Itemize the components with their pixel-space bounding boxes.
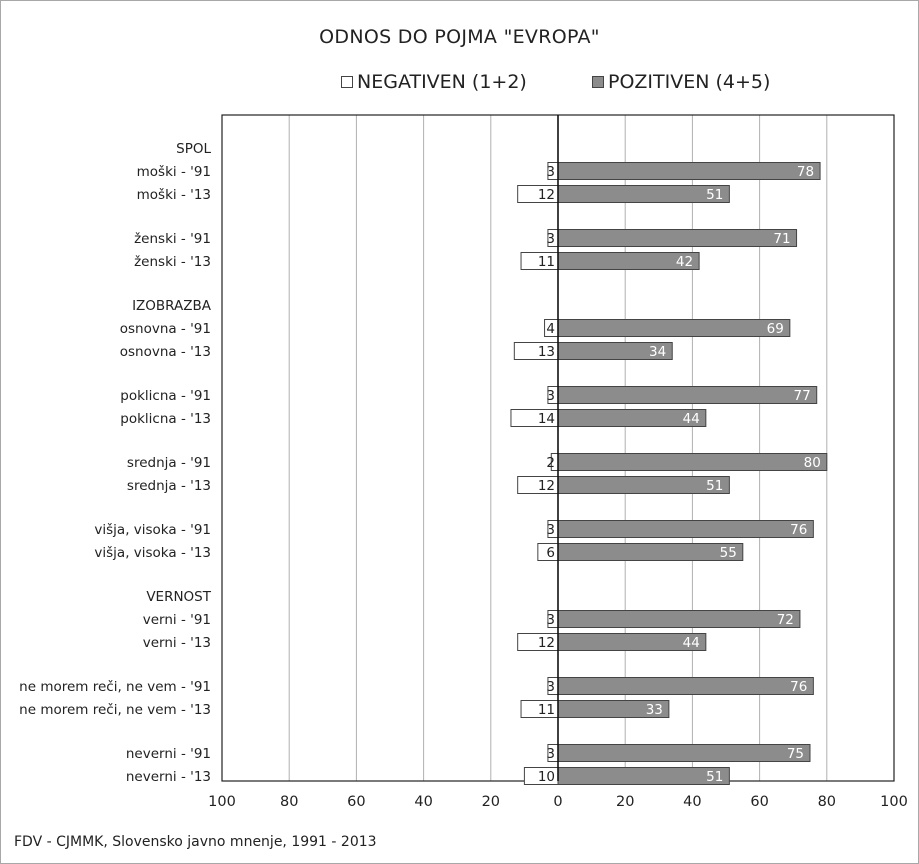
value-label-negative: 13 [538, 344, 555, 360]
x-tick-label: 100 [208, 794, 236, 810]
legend-swatch-positive [592, 76, 604, 88]
value-label-positive: 51 [706, 769, 723, 785]
value-label-negative: 12 [538, 635, 555, 651]
legend: NEGATIVEN (1+2) POZITIVEN (4+5) [0, 71, 919, 97]
bar-positive [557, 677, 814, 695]
value-label-positive: 77 [794, 388, 811, 404]
bar-positive [557, 319, 791, 337]
legend-swatch-negative [341, 76, 353, 88]
value-label-negative: 14 [538, 411, 555, 427]
category-label: neverni - '91 [126, 746, 211, 762]
legend-label-positive: POZITIVEN (4+5) [608, 71, 771, 93]
bar-positive [557, 453, 828, 471]
value-label-positive: 76 [790, 522, 807, 538]
category-label: verni - '91 [143, 612, 211, 628]
category-label: višja, visoka - '91 [94, 522, 211, 538]
value-label-positive: 44 [683, 411, 700, 427]
x-tick-label: 60 [347, 794, 365, 810]
value-label-negative: 3 [546, 164, 555, 180]
category-label: srednja - '91 [127, 455, 211, 471]
bar-positive [557, 185, 730, 203]
value-label-negative: 12 [538, 478, 555, 494]
bar-positive [557, 520, 814, 538]
value-label-positive: 71 [773, 231, 790, 247]
category-label: verni - '13 [143, 635, 211, 651]
x-tick-label: 40 [683, 794, 701, 810]
group-header: IZOBRAZBA [132, 298, 212, 314]
category-label: moški - '91 [137, 164, 211, 180]
x-tick-label: 80 [818, 794, 836, 810]
value-label-positive: 78 [797, 164, 814, 180]
category-label: višja, visoka - '13 [94, 545, 211, 561]
value-label-negative: 3 [546, 679, 555, 695]
legend-positive: POZITIVEN (4+5) [592, 71, 770, 93]
category-label: ne morem reči, ne vem - '91 [19, 679, 211, 695]
category-label: moški - '13 [137, 187, 211, 203]
value-label-negative: 10 [538, 769, 555, 785]
x-tick-label: 80 [280, 794, 298, 810]
x-tick-label: 40 [414, 794, 432, 810]
value-label-negative: 3 [546, 388, 555, 404]
value-label-positive: 80 [804, 455, 821, 471]
group-header: VERNOST [146, 589, 211, 605]
value-label-positive: 69 [767, 321, 784, 337]
category-label: poklicna - '91 [120, 388, 211, 404]
category-label: poklicna - '13 [120, 411, 211, 427]
value-label-negative: 11 [538, 254, 555, 270]
legend-label-negative: NEGATIVEN (1+2) [357, 71, 527, 93]
category-label: osnovna - '13 [120, 344, 211, 360]
value-label-positive: 51 [706, 478, 723, 494]
bar-positive [557, 386, 818, 404]
category-label: ženski - '13 [134, 254, 211, 270]
bar-positive [557, 767, 730, 785]
value-label-positive: 51 [706, 187, 723, 203]
value-label-negative: 12 [538, 187, 555, 203]
value-label-negative: 6 [546, 545, 555, 561]
source-note: FDV - CJMMK, Slovensko javno mnenje, 199… [14, 834, 377, 850]
value-label-positive: 75 [787, 746, 804, 762]
value-label-positive: 34 [649, 344, 666, 360]
value-label-positive: 33 [646, 702, 663, 718]
value-label-positive: 55 [720, 545, 737, 561]
bar-positive [557, 476, 730, 494]
value-label-positive: 44 [683, 635, 700, 651]
category-label: osnovna - '91 [120, 321, 211, 337]
bar-positive [557, 162, 821, 180]
chart-title: ODNOS DO POJMA "EVROPA" [319, 26, 600, 48]
category-label: ne morem reči, ne vem - '13 [19, 702, 211, 718]
x-tick-label: 20 [482, 794, 500, 810]
category-label: srednja - '13 [127, 478, 211, 494]
value-label-negative: 3 [546, 612, 555, 628]
value-label-positive: 76 [790, 679, 807, 695]
x-tick-label: 100 [880, 794, 908, 810]
value-label-negative: 3 [546, 746, 555, 762]
bar-positive [557, 610, 801, 628]
value-label-positive: 42 [676, 254, 693, 270]
bar-positive [557, 744, 811, 762]
value-label-negative: 4 [546, 321, 555, 337]
x-tick-label: 60 [750, 794, 768, 810]
value-label-negative: 2 [546, 455, 555, 471]
value-label-negative: 3 [546, 522, 555, 538]
group-header: SPOL [176, 141, 211, 157]
legend-negative: NEGATIVEN (1+2) [341, 71, 527, 93]
value-label-negative: 3 [546, 231, 555, 247]
bar-positive [557, 543, 744, 561]
x-tick-label: 20 [616, 794, 634, 810]
category-label: neverni - '13 [126, 769, 211, 785]
value-label-negative: 11 [538, 702, 555, 718]
value-label-positive: 72 [777, 612, 794, 628]
bar-positive [557, 229, 798, 247]
x-tick-label: 0 [553, 794, 562, 810]
category-label: ženski - '91 [134, 231, 211, 247]
